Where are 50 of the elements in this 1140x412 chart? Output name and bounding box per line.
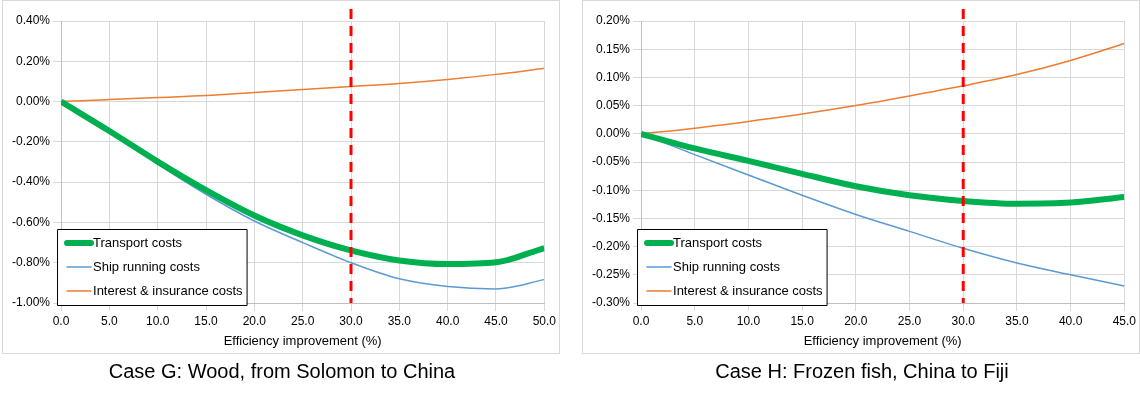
x-tick-label: 25.0 — [897, 313, 922, 328]
x-tick-label: 30.0 — [951, 313, 976, 328]
legend-label: Transport costs — [673, 234, 763, 250]
text: Case H: Frozen fish, China to Fiji — [714, 360, 1010, 383]
x-tick-label: 45.0 — [484, 313, 508, 328]
y-tick-label: -0.10% — [591, 182, 631, 197]
legend-label: Interest & insurance costs — [673, 282, 824, 298]
y-tick-label: 0.40% — [15, 13, 51, 28]
y-tick-label: 0.00% — [15, 93, 51, 108]
legend-label: Transport costs — [93, 234, 183, 250]
y-tick-label: -0.40% — [11, 174, 51, 189]
x-tick-label: 40.0 — [1058, 313, 1083, 328]
x-tick-label: 35.0 — [1005, 313, 1029, 328]
legend-label: Ship running costs — [93, 258, 201, 274]
x-tick-label: 35.0 — [387, 313, 412, 328]
legend-label: Ship running costs — [673, 258, 781, 274]
y-tick-label: -0.60% — [11, 214, 51, 229]
y-tick-label: 0.10% — [595, 69, 631, 84]
y-tick-label: -0.05% — [591, 154, 631, 169]
y-tick-label: -0.80% — [11, 255, 51, 270]
y-tick-label: -0.30% — [591, 295, 631, 310]
x-tick-label: 15.0 — [790, 313, 815, 328]
x-tick-label: 10.0 — [146, 313, 170, 328]
x-axis-title: Efficiency improvement (%) — [223, 332, 382, 348]
y-tick-label: -0.20% — [11, 134, 51, 149]
legend-label: Interest & insurance costs — [93, 282, 244, 298]
x-tick-label: 50.0 — [532, 313, 557, 328]
x-tick-label: 30.0 — [339, 313, 363, 328]
y-tick-label: -0.15% — [591, 210, 631, 225]
x-tick-label: 0.0 — [632, 313, 650, 328]
y-tick-label: 0.20% — [595, 13, 631, 28]
x-tick-label: 20.0 — [242, 313, 267, 328]
x-axis-title: Efficiency improvement (%) — [803, 332, 962, 348]
x-tick-label: 40.0 — [435, 313, 460, 328]
y-tick-label: -1.00% — [11, 295, 51, 310]
x-tick-label: 45.0 — [1112, 313, 1137, 328]
text: Case G: Wood, from Solomon to China — [107, 360, 457, 383]
x-tick-label: 0.0 — [52, 313, 70, 328]
y-tick-label: 0.05% — [595, 97, 631, 112]
x-tick-label: 10.0 — [736, 313, 761, 328]
x-tick-label: 15.0 — [194, 313, 219, 328]
y-tick-label: -0.25% — [591, 267, 631, 282]
x-tick-label: 5.0 — [686, 313, 704, 328]
x-tick-label: 5.0 — [101, 313, 119, 328]
y-tick-label: 0.20% — [15, 53, 51, 68]
y-tick-label: -0.20% — [591, 238, 631, 253]
x-tick-label: 25.0 — [290, 313, 315, 328]
x-tick-label: 20.0 — [844, 313, 868, 328]
y-tick-label: 0.15% — [595, 41, 631, 56]
y-tick-label: 0.00% — [595, 126, 631, 141]
